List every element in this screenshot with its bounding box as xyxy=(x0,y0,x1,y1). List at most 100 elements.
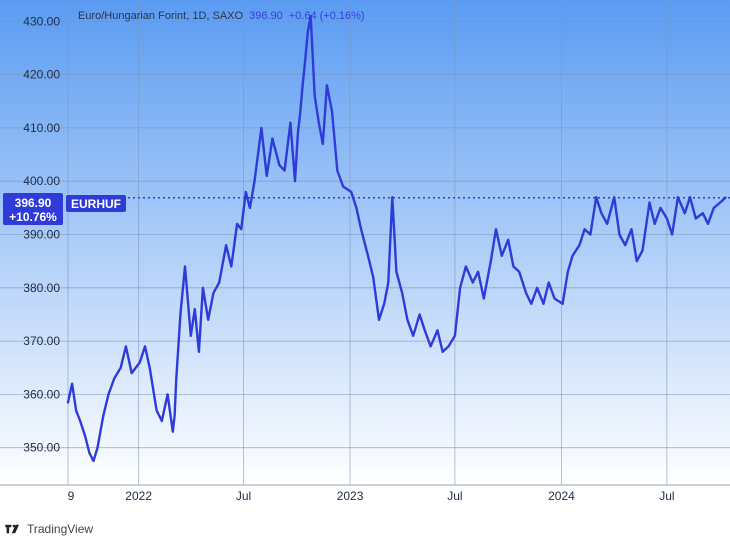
data-point xyxy=(79,420,81,422)
x-tick-label: Jul xyxy=(236,489,251,503)
x-axis-ticks: 9 2022 Jul 2023 Jul 2024 Jul xyxy=(68,489,675,503)
data-point xyxy=(571,255,574,257)
data-point xyxy=(659,207,662,209)
data-point xyxy=(230,265,233,268)
data-point xyxy=(472,281,474,284)
footer-brand: TradingView xyxy=(27,522,94,536)
grid xyxy=(0,0,730,485)
data-point xyxy=(589,233,592,236)
data-point xyxy=(360,228,362,230)
data-point xyxy=(618,233,621,236)
data-point xyxy=(84,436,87,438)
data-point xyxy=(418,313,421,316)
data-point xyxy=(401,292,404,294)
data-point xyxy=(313,95,316,97)
data-point xyxy=(441,351,444,353)
data-point xyxy=(713,207,715,209)
symbol-tag-box xyxy=(66,195,126,212)
data-point xyxy=(424,329,426,332)
price-tag-price: 396.90 xyxy=(15,196,52,210)
data-point xyxy=(96,446,99,449)
data-point xyxy=(236,223,238,225)
data-point xyxy=(648,201,651,204)
data-point xyxy=(490,260,492,263)
data-point xyxy=(553,297,556,300)
data-point xyxy=(194,308,196,310)
data-point xyxy=(260,127,263,129)
y-tick-label: 390.00 xyxy=(23,228,60,242)
data-point xyxy=(336,169,339,172)
data-point xyxy=(179,313,182,316)
data-point xyxy=(636,260,638,263)
chart-legend[interactable]: Euro/Hungarian Forint, 1D, SAXO 396.90 +0.… xyxy=(78,10,365,22)
y-tick-label: 430.00 xyxy=(23,14,60,28)
data-point xyxy=(653,223,656,225)
x-axis-area xyxy=(0,485,730,514)
data-point xyxy=(547,281,550,284)
price-tag[interactable]: 396.90 +10.76% EURHUF xyxy=(3,193,126,225)
data-point xyxy=(412,335,415,337)
data-point xyxy=(372,276,375,278)
data-point xyxy=(536,287,538,289)
data-point xyxy=(249,207,251,209)
data-point xyxy=(719,201,721,204)
y-tick-label: 380.00 xyxy=(23,281,60,295)
data-point xyxy=(512,265,515,268)
price-tag-percent: +10.76% xyxy=(9,210,57,224)
data-point xyxy=(240,228,242,230)
data-point xyxy=(350,191,353,193)
data-point xyxy=(702,212,704,214)
data-point xyxy=(148,366,151,369)
series-points xyxy=(67,15,727,462)
data-point xyxy=(253,180,256,182)
data-point xyxy=(378,319,380,321)
x-tick-label: 2024 xyxy=(548,489,575,503)
y-tick-label: 420.00 xyxy=(23,68,60,82)
data-point xyxy=(119,366,122,369)
data-point xyxy=(102,414,105,417)
data-point xyxy=(406,319,409,321)
data-point xyxy=(322,143,324,145)
data-point xyxy=(395,271,398,273)
x-tick-label: Jul xyxy=(447,489,462,503)
data-point xyxy=(301,84,304,87)
data-point xyxy=(67,401,69,404)
data-point xyxy=(139,361,141,364)
data-point xyxy=(465,265,467,268)
data-point xyxy=(161,420,163,422)
data-point xyxy=(318,121,320,124)
data-point xyxy=(155,409,158,412)
data-point xyxy=(624,244,626,246)
data-point xyxy=(477,271,479,273)
data-point xyxy=(202,287,204,289)
data-point xyxy=(307,31,309,33)
x-tick-label: 2023 xyxy=(337,489,364,503)
data-point xyxy=(595,196,597,198)
data-point xyxy=(447,345,450,348)
legend-last-price: 396.90 xyxy=(249,10,283,22)
data-point xyxy=(289,121,292,124)
data-point xyxy=(173,414,176,417)
y-tick-label: 400.00 xyxy=(23,174,60,188)
data-point xyxy=(606,223,608,225)
data-point xyxy=(113,377,116,380)
data-point xyxy=(271,137,274,140)
data-point xyxy=(218,281,220,284)
y-axis-ticks: 350.00 360.00 370.00 380.00 390.00 400.00 410.… xyxy=(23,14,60,454)
data-point xyxy=(501,255,503,257)
data-point xyxy=(666,217,668,220)
footer: TradingView xyxy=(4,520,93,538)
data-point xyxy=(88,452,91,454)
data-point xyxy=(459,287,461,289)
data-point xyxy=(454,335,456,337)
data-point xyxy=(630,228,633,230)
data-point xyxy=(436,329,439,332)
data-point xyxy=(166,393,169,396)
data-point xyxy=(190,335,192,337)
data-point xyxy=(613,196,615,198)
symbol-tag-label: EURHUF xyxy=(71,197,121,211)
data-point xyxy=(689,196,691,198)
y-tick-label: 370.00 xyxy=(23,334,60,348)
data-point xyxy=(518,271,520,273)
